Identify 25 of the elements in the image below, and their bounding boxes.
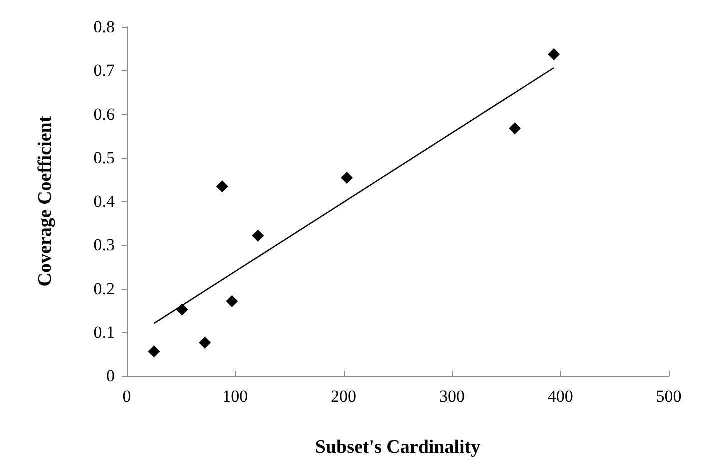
y-tick-label: 0.6 <box>94 104 115 124</box>
y-tick-label: 0.1 <box>94 322 115 342</box>
y-tick-label: 0.4 <box>94 192 116 211</box>
x-tick-label: 400 <box>548 387 574 406</box>
point <box>148 346 160 358</box>
point <box>199 336 212 349</box>
x-tick-label: 0 <box>122 387 132 406</box>
y-tick-label: 0.5 <box>94 148 115 168</box>
y-tick-label: 0 <box>106 366 115 386</box>
y-tick-label: 0.3 <box>94 236 115 255</box>
y-tick-label: 0.2 <box>94 279 115 298</box>
x-tick-label: 500 <box>656 387 682 406</box>
y-axis-title: Coverage Coefficient <box>35 116 56 287</box>
x-tick-label: 300 <box>439 387 465 406</box>
point <box>548 48 560 60</box>
point <box>252 230 264 242</box>
x-tick-label: 200 <box>331 387 357 406</box>
x-tick-label: 100 <box>222 387 248 406</box>
point <box>509 122 522 135</box>
y-tick-label: 0.7 <box>94 61 116 80</box>
x-axis-title: Subset's Cardinality <box>315 437 482 458</box>
point <box>216 180 228 193</box>
point <box>341 172 354 184</box>
point <box>226 295 238 308</box>
y-tick-label: 0.8 <box>94 18 115 36</box>
